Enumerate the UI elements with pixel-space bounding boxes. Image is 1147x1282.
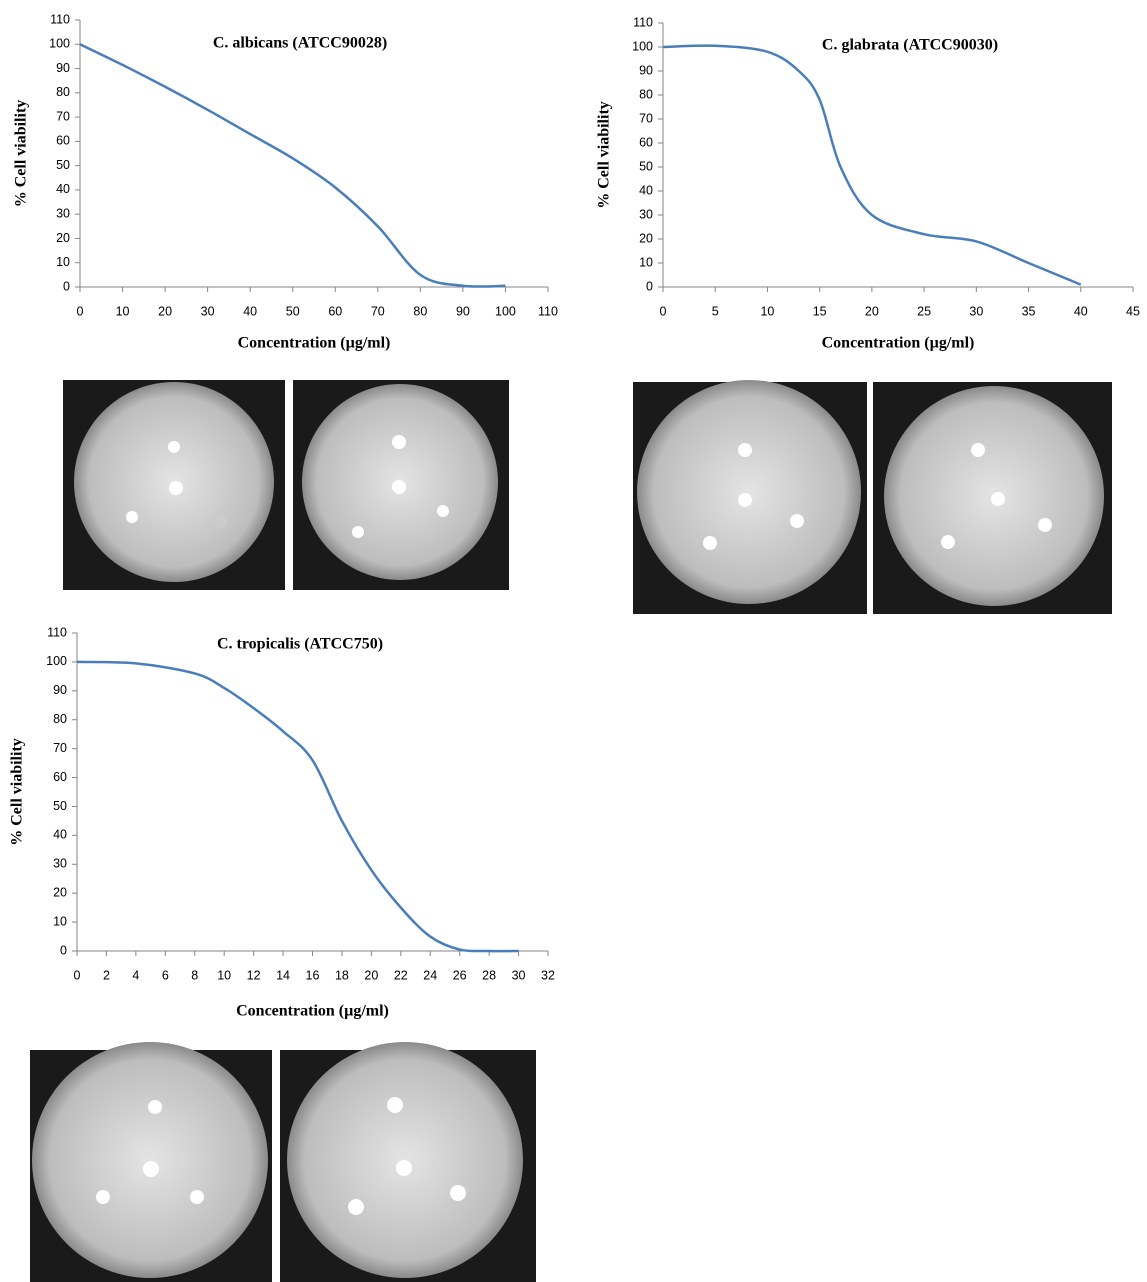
y-tick-label: 20 [56,231,70,245]
x-tick-label: 26 [453,968,467,982]
y-tick-label: 50 [53,799,67,813]
x-axis-label: Concentration (µg/ml) [238,335,391,352]
y-tick-label: 10 [53,914,67,928]
y-tick-label: 40 [53,828,67,842]
y-tick-label: 90 [56,61,70,75]
y-tick-label: 0 [646,279,653,293]
y-axis-label: % Cell viability [596,101,613,209]
y-axis-label: % Cell viability [9,738,26,846]
y-tick-label: 70 [56,109,70,123]
y-tick-label: 110 [50,12,70,26]
y-tick-label: 60 [56,134,70,148]
y-tick-label: 90 [639,63,653,77]
x-tick-label: 14 [276,968,290,982]
y-tick-label: 10 [639,255,653,269]
x-tick-label: 40 [243,304,257,318]
y-tick-label: 20 [639,231,653,245]
y-tick-label: 60 [639,135,653,149]
x-tick-label: 0 [74,968,81,982]
y-tick-label: 70 [639,111,653,125]
x-tick-label: 5 [712,304,719,318]
y-tick-label: 100 [632,39,653,53]
x-tick-label: 100 [495,304,516,318]
y-tick-label: 0 [60,943,67,957]
x-tick-label: 16 [306,968,320,982]
y-tick-label: 110 [47,625,67,639]
data-line [76,660,519,953]
x-tick-label: 8 [191,968,198,982]
y-tick-label: 80 [639,87,653,101]
x-tick-label: 28 [482,968,496,982]
y-tick-label: 60 [53,770,67,784]
x-tick-label: 35 [1022,304,1036,318]
plate-photos [30,380,1112,1282]
x-tick-label: 22 [394,968,408,982]
x-tick-label: 30 [969,304,983,318]
x-tick-label: 45 [1126,304,1140,318]
x-tick-label: 15 [813,304,827,318]
x-tick-label: 20 [158,304,172,318]
x-tick-label: 18 [335,968,349,982]
data-line [79,43,506,288]
y-tick-label: 100 [49,37,70,51]
y-tick-label: 70 [53,741,67,755]
x-tick-label: 20 [865,304,879,318]
x-axis-label: Concentration (µg/ml) [822,335,975,352]
y-tick-label: 100 [46,654,67,668]
y-tick-label: 50 [639,159,653,173]
x-tick-label: 10 [760,304,774,318]
y-tick-label: 0 [63,279,70,293]
y-tick-label: 50 [56,158,70,172]
x-tick-label: 2 [103,968,110,982]
x-tick-label: 50 [286,304,300,318]
y-tick-label: 10 [56,255,70,269]
x-tick-label: 90 [456,304,470,318]
data-line [662,44,1082,286]
x-axis-label: Concentration (µg/ml) [236,1003,389,1020]
x-tick-label: 25 [917,304,931,318]
y-axis-label: % Cell viability [13,100,30,208]
x-tick-label: 110 [538,304,558,318]
x-tick-label: 0 [77,304,84,318]
chart-title: C. glabrata (ATCC90030) [822,37,998,54]
x-tick-label: 80 [413,304,427,318]
y-tick-label: 30 [53,857,67,871]
x-tick-label: 0 [660,304,667,318]
x-tick-label: 30 [512,968,526,982]
x-tick-label: 70 [371,304,385,318]
y-tick-label: 80 [53,712,67,726]
chart-title: C. tropicalis (ATCC750) [217,636,383,653]
y-tick-label: 30 [56,206,70,220]
y-tick-label: 110 [633,15,653,29]
x-tick-label: 10 [217,968,231,982]
y-tick-label: 90 [53,683,67,697]
chart-title: C. albicans (ATCC90028) [213,35,387,52]
x-tick-label: 30 [201,304,215,318]
x-tick-label: 6 [162,968,169,982]
y-tick-label: 20 [53,885,67,899]
y-tick-label: 80 [56,85,70,99]
y-tick-label: 40 [639,183,653,197]
x-tick-label: 10 [116,304,130,318]
x-tick-label: 32 [541,968,555,982]
y-tick-label: 30 [639,207,653,221]
x-tick-label: 24 [423,968,437,982]
y-tick-label: 40 [56,182,70,196]
x-tick-label: 40 [1074,304,1088,318]
x-tick-label: 20 [364,968,378,982]
x-tick-label: 60 [328,304,342,318]
x-tick-label: 12 [247,968,261,982]
x-tick-label: 4 [132,968,139,982]
